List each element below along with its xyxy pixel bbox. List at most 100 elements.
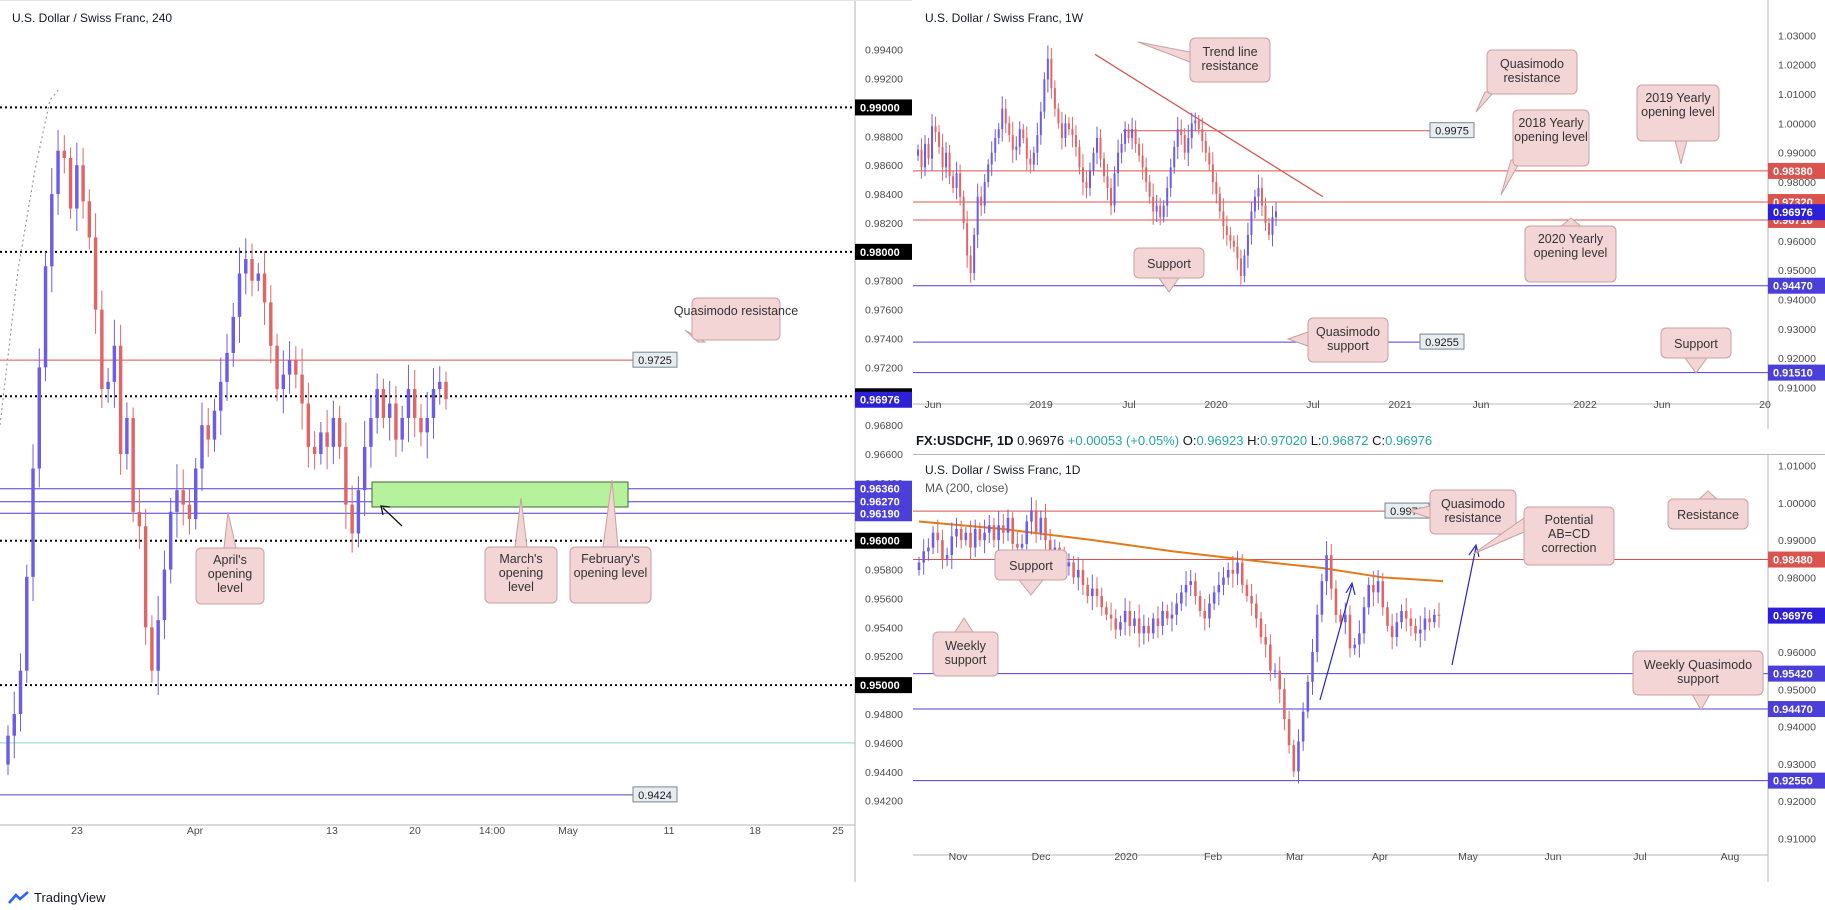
candle-body <box>931 126 934 159</box>
candle-body <box>959 528 963 541</box>
price-axis-tag <box>1768 772 1825 789</box>
candle-body <box>1138 143 1141 156</box>
candle-body <box>1053 88 1056 109</box>
candle-body <box>1025 138 1028 159</box>
candle-body <box>1078 146 1081 168</box>
candle-body <box>1133 618 1136 626</box>
candle-body <box>1106 176 1109 188</box>
candle-body <box>1211 164 1214 183</box>
candle-body <box>281 374 286 390</box>
candle-body <box>250 259 254 281</box>
candle-body <box>231 316 235 353</box>
y-tick-label: 0.98000 <box>1778 572 1816 584</box>
close-value: 0.96976 <box>1385 433 1433 448</box>
abcd-arrow-1 <box>1319 581 1356 701</box>
candle-body <box>81 165 85 202</box>
candle-body <box>1074 135 1077 147</box>
candle-body <box>344 446 348 505</box>
candle-body <box>1344 614 1347 623</box>
y-tick-label: 1.00000 <box>1778 498 1816 510</box>
price-axis-tag-label: 0.96190 <box>860 508 900 520</box>
candle-body <box>425 417 429 433</box>
candle-body <box>1376 581 1380 593</box>
callout-text: 2018 Yearly opening level <box>1514 116 1588 144</box>
candle-body <box>997 525 1000 541</box>
candle-body <box>917 149 919 156</box>
callout-text: Resistance <box>1677 508 1739 522</box>
footer: TradingView <box>8 890 106 905</box>
candle-body <box>100 309 104 390</box>
candle-body <box>1423 618 1427 630</box>
candle-body <box>1203 610 1207 619</box>
candle-body <box>444 381 448 400</box>
candle-body <box>419 417 423 433</box>
candle-body <box>1147 625 1150 634</box>
candle-body <box>262 273 267 303</box>
price-axis-tag-label: 0.95420 <box>1773 669 1813 681</box>
candle-body <box>952 176 955 188</box>
callout-quasimodo-resistance-w: Quasimodo resistance <box>1475 49 1578 113</box>
candle-body <box>1071 129 1074 136</box>
candle-body <box>966 223 969 256</box>
x-tick-label: Jul <box>1633 851 1646 863</box>
candle-body <box>1204 140 1207 153</box>
price-axis-tag-label: 0.98480 <box>1773 555 1813 567</box>
callout-text: Quasimodo resistance <box>1500 57 1564 85</box>
candle-body <box>112 345 117 382</box>
candle-body <box>12 714 16 736</box>
price-axis-tag <box>855 532 912 549</box>
chart-title: U.S. Dollar / Swiss Franc, 1W <box>925 11 1084 25</box>
candle-body <box>1218 193 1221 212</box>
y-tick-label: 0.92000 <box>1778 796 1816 808</box>
candle-body <box>1287 719 1291 746</box>
x-tick-label: 25 <box>832 825 844 837</box>
candle-body <box>269 302 273 346</box>
price-axis-tag-label: 0.92550 <box>1773 776 1813 788</box>
candle-body <box>162 569 167 621</box>
candle-body <box>1155 205 1158 212</box>
candle-body <box>1170 614 1174 619</box>
candle-body <box>6 735 10 765</box>
candle-body <box>1064 123 1067 139</box>
candle-body <box>1255 603 1258 619</box>
y-tick-label: 0.95800 <box>865 565 903 577</box>
x-tick-label: Mar <box>1286 851 1305 863</box>
candle-body <box>181 490 185 505</box>
candle-body <box>1367 584 1371 608</box>
open-value: 0.96923 <box>1196 433 1244 448</box>
price-axis-tag <box>1768 162 1825 179</box>
candle-body <box>1315 614 1319 652</box>
callout-text: February's opening level <box>573 552 648 580</box>
candle-body <box>1381 581 1385 608</box>
x-tick-label: Jun <box>1654 399 1671 411</box>
candle-body <box>1225 226 1228 235</box>
candle-body <box>941 540 944 559</box>
candle-body <box>256 273 261 281</box>
daily-chart[interactable]: 0.9978 Quasimodo resistance Resistance P… <box>913 454 1825 882</box>
price-box-label: 0.9975 <box>1435 126 1469 138</box>
candle-body <box>1067 123 1070 130</box>
candle-body <box>275 345 279 390</box>
candle-body <box>1253 196 1256 212</box>
weekly-chart[interactable]: 0.9975 0.9255 Trend line resistance Quasi… <box>913 0 1825 429</box>
candle-body <box>1067 562 1071 567</box>
y-tick-label: 0.92000 <box>1778 353 1816 365</box>
candle-body <box>375 389 379 418</box>
candle-body <box>1039 517 1043 533</box>
callout-text: Quasimodo resistance <box>1441 497 1505 525</box>
candle-body <box>325 432 329 447</box>
callout-weekly-support-d: Weekly support <box>932 617 999 677</box>
candle-body <box>1110 187 1113 206</box>
y-tick-label: 0.96600 <box>865 449 903 461</box>
open-label: O: <box>1182 433 1197 448</box>
candle-body <box>1004 108 1007 124</box>
candle-body <box>1250 596 1253 604</box>
y-tick-label: 0.91000 <box>1778 383 1816 395</box>
callout-support-w: Support <box>1133 247 1205 293</box>
candle-body <box>300 374 304 404</box>
h4-chart[interactable]: 0.9725 0.9424 Quasimodo resistance April'… <box>0 0 912 882</box>
candle-body <box>1086 584 1089 597</box>
x-tick-label: 2021 <box>1388 399 1412 411</box>
candle-body <box>1176 129 1179 147</box>
y-tick-label: 0.95000 <box>1778 684 1816 696</box>
